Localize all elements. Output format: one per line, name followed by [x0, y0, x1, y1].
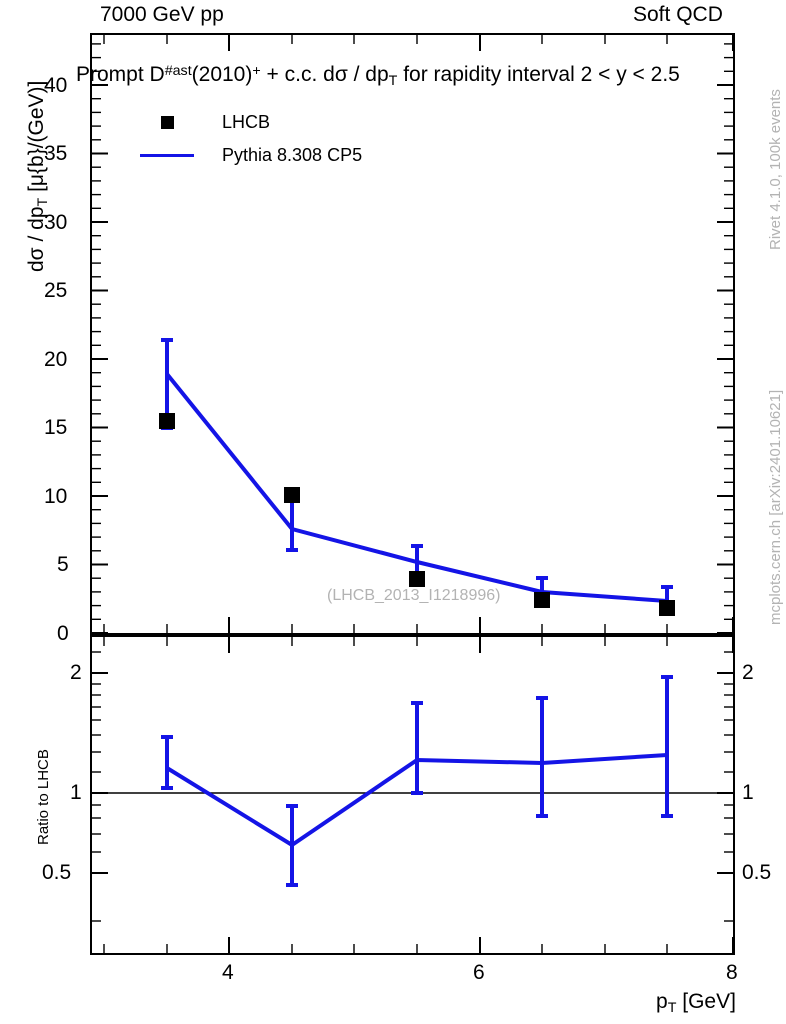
title-mid: (2010): [191, 63, 253, 86]
y-axis-minor-ticks-main-right: [724, 43, 734, 620]
title-superscript-plus: +: [252, 63, 261, 80]
y-axis-major-ticks-ratio: [91, 672, 734, 874]
y-axis-minor-ticks-main: [91, 43, 101, 620]
ratio-y-tick-label-0.5-right: 0.5: [742, 861, 772, 884]
analysis-id-watermark: (LHCB_2013_I1218996): [327, 587, 501, 604]
legend-line-marker-icon: [140, 153, 194, 157]
y-axis-title-b: [μ{b}/(GeV)]: [25, 80, 48, 198]
legend-label-pythia: Pythia 8.308 CP5: [222, 145, 363, 165]
y-tick-label-40: 40: [44, 74, 68, 97]
y-axis-title-sub: T: [34, 197, 51, 207]
x-axis-minor-ticks-main: [103, 34, 668, 634]
y-tick-label-20: 20: [44, 348, 68, 371]
y-tick-label-25: 25: [44, 279, 68, 302]
ratio-y-tick-label-0.5-left: 0.5: [42, 861, 72, 884]
y-axis-title-ratio: Ratio to LHCB: [35, 749, 52, 845]
y-tick-label-5: 5: [57, 553, 69, 576]
x-axis-major-ticks-main: [228, 34, 734, 634]
x-axis-title: pT [GeV]: [656, 991, 736, 1015]
x-tick-label-6: 6: [473, 961, 485, 984]
x-tick-label-8: 8: [726, 961, 738, 984]
title-prefix: Prompt D: [76, 63, 165, 86]
ratio-y-tick-label-2-right: 2: [742, 661, 754, 684]
x-axis-title-sub: T: [667, 999, 677, 1016]
y-tick-label-0: 0: [57, 622, 69, 645]
title-subscript-t: T: [388, 72, 398, 89]
y-axis-major-ticks-main: [91, 84, 108, 634]
y-axis-major-ticks-main-right: [717, 84, 734, 634]
y-tick-label-30: 30: [44, 211, 68, 234]
y-axis-title-a: dσ / dp: [25, 206, 48, 272]
mcplots-source-label: mcplots.cern.ch [arXiv:2401.10621]: [767, 389, 784, 625]
y-tick-label-15: 15: [44, 416, 68, 439]
ratio-y-tick-label-2-left: 2: [70, 661, 82, 684]
y-axis-minor-ticks-ratio: [91, 651, 734, 922]
x-axis-title-b: [GeV]: [676, 990, 736, 1013]
y-tick-label-35: 35: [44, 142, 68, 165]
ratio-y-tick-label-1-right: 1: [742, 781, 754, 804]
y-tick-label-10: 10: [44, 485, 68, 508]
title-superscript-ast: #ast: [164, 63, 192, 80]
ratio-y-tick-label-1-left: 1: [70, 781, 82, 804]
x-axis-major-ticks-ratio: [228, 636, 734, 954]
ratio-series-pythia: [161, 675, 673, 887]
main-series-pythia: [161, 338, 673, 612]
x-axis-title-a: p: [656, 990, 668, 1013]
y-axis-title-main: dσ / dpT [μ{b}/(GeV)]: [25, 80, 51, 272]
x-tick-label-4: 4: [222, 961, 234, 984]
legend-entry-lhcb[interactable]: LHCB: [140, 113, 270, 131]
header-beam-label: 7000 GeV pp: [100, 3, 224, 26]
rivet-version-label: Rivet 4.1.0, 100k events: [767, 89, 784, 250]
legend-entry-pythia[interactable]: Pythia 8.308 CP5: [140, 146, 362, 164]
title-rest-b: for rapidity interval 2 < y < 2.5: [397, 63, 680, 86]
legend-square-marker-icon: [160, 115, 174, 129]
header-process-label: Soft QCD: [633, 3, 723, 26]
title-rest-a: + c.c. dσ / dp: [260, 63, 389, 86]
plot-title: Prompt D#ast(2010)+ + c.c. dσ / dpT for …: [76, 64, 680, 88]
x-axis-minor-ticks-ratio: [103, 636, 668, 954]
legend-label-lhcb: LHCB: [222, 112, 271, 132]
main-series-lhcb: [159, 413, 675, 616]
